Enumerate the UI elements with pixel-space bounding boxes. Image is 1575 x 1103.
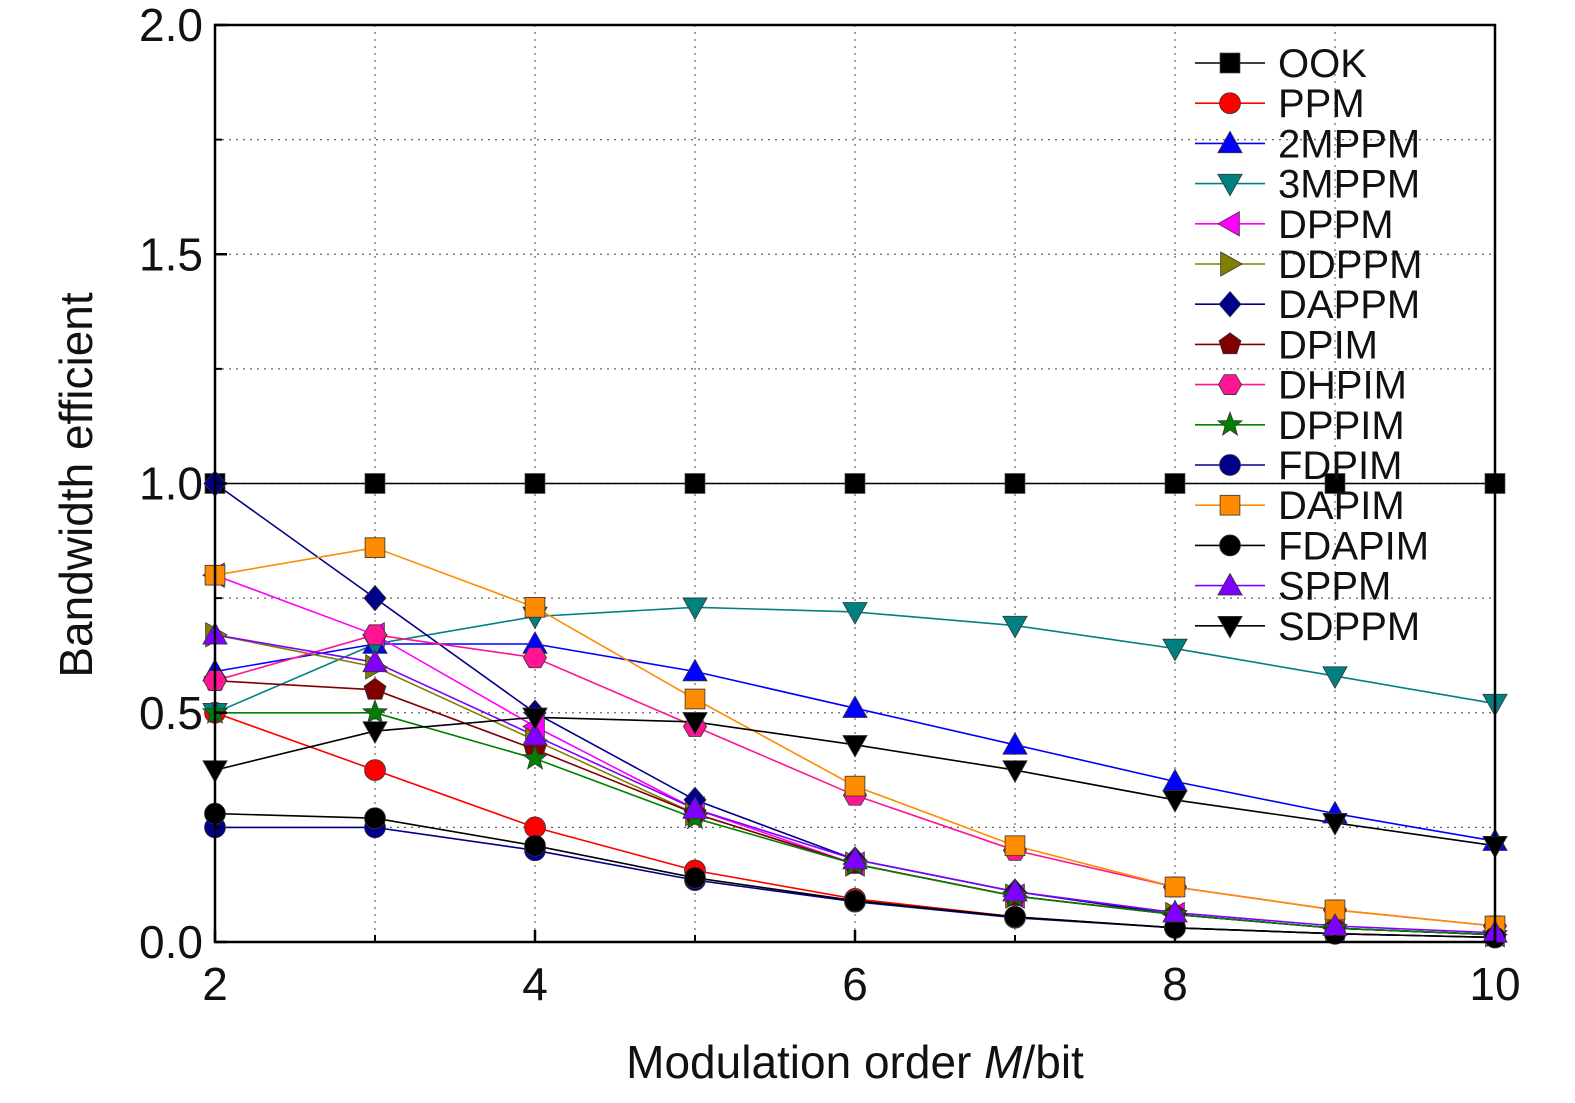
data-point-3mppm bbox=[1162, 638, 1188, 662]
y-tick-label: 1.0 bbox=[139, 458, 203, 510]
legend-marker-3mppm bbox=[1217, 173, 1243, 197]
data-point-2mppm bbox=[842, 695, 868, 718]
data-point-sppm bbox=[682, 796, 708, 819]
legend-marker-dapim bbox=[1219, 494, 1241, 516]
axes bbox=[213, 23, 1497, 944]
data-point-sdppm bbox=[842, 735, 868, 758]
legend-label-dppim: DPPIM bbox=[1278, 404, 1405, 448]
data-point-dapim bbox=[364, 537, 386, 558]
data-point-fdapim bbox=[364, 807, 386, 830]
x-tick-label: 6 bbox=[842, 958, 868, 1010]
legend-label-dappm: DAPPM bbox=[1278, 283, 1420, 327]
data-point-sppm bbox=[1002, 878, 1028, 902]
data-point-sdppm bbox=[362, 721, 388, 745]
x-axis-title-prefix: Modulation order bbox=[626, 1036, 984, 1088]
legend-label-fdapim: FDAPIM bbox=[1278, 524, 1429, 568]
legend: OOKPPM2MPPM3MPPMDPPMDDPPMDAPPMDPIMDHPIMD… bbox=[1195, 42, 1429, 649]
legend-marker-fdapim bbox=[1219, 534, 1241, 557]
data-point-ppm bbox=[364, 759, 386, 781]
x-axis-title-italic: M bbox=[984, 1036, 1023, 1088]
x-tick-label: 2 bbox=[202, 958, 228, 1010]
legend-label-3mppm: 3MPPM bbox=[1278, 163, 1420, 207]
data-point-3mppm bbox=[682, 597, 708, 621]
legend-label-dppm: DPPM bbox=[1278, 203, 1394, 247]
data-point-sppm bbox=[842, 846, 868, 870]
data-point-ook bbox=[364, 473, 386, 494]
tick-labels: 2 4 6 8 10 0.0 0.5 1.0 1.5 2.0 bbox=[139, 0, 1521, 1010]
legend-label-dhpim: DHPIM bbox=[1278, 364, 1407, 408]
data-point-ook bbox=[684, 473, 706, 494]
legend-label-ppm: PPM bbox=[1278, 82, 1365, 126]
x-tick-label: 4 bbox=[522, 958, 548, 1010]
data-point-fdapim bbox=[524, 834, 546, 857]
data-point-ppm bbox=[524, 816, 546, 839]
legend-marker-ook bbox=[1219, 52, 1241, 74]
data-point-dhpim bbox=[522, 647, 548, 669]
legend-label-ook: OOK bbox=[1278, 42, 1367, 86]
data-point-sdppm bbox=[682, 712, 708, 735]
data-point-ook bbox=[844, 473, 866, 494]
data-point-dppim bbox=[361, 698, 389, 724]
x-axis-title-suffix: /bit bbox=[1022, 1036, 1084, 1088]
data-point-sppm bbox=[1162, 899, 1188, 923]
legend-label-dapim: DAPIM bbox=[1278, 484, 1405, 528]
data-point-sdppm bbox=[1002, 760, 1028, 783]
data-point-sdppm bbox=[522, 707, 548, 731]
y-tick-label: 0.0 bbox=[139, 916, 203, 968]
legend-marker-ddppm bbox=[1220, 251, 1243, 277]
data-point-2mppm bbox=[682, 658, 708, 682]
data-point-dppim bbox=[521, 744, 549, 770]
data-point-ook bbox=[1164, 473, 1186, 494]
legend-marker-ppm bbox=[1219, 92, 1241, 115]
legend-label-ddppm: DDPPM bbox=[1278, 243, 1422, 287]
data-point-ook bbox=[524, 473, 546, 494]
data-point-fdapim bbox=[684, 866, 706, 889]
legend-marker-dhpim bbox=[1217, 374, 1243, 396]
x-tick-label: 10 bbox=[1469, 958, 1520, 1010]
data-point-dappm bbox=[363, 584, 387, 612]
legend-marker-fdpim bbox=[1219, 454, 1241, 476]
data-point-sdppm bbox=[1162, 790, 1188, 813]
y-tick-label: 1.5 bbox=[139, 228, 203, 280]
data-point-dhpim bbox=[362, 624, 388, 646]
legend-marker-dppm bbox=[1217, 211, 1240, 237]
data-point-sppm bbox=[522, 722, 548, 746]
legend-marker-sdppm bbox=[1217, 616, 1243, 639]
y-tick-label: 0.5 bbox=[139, 687, 203, 739]
data-point-ook bbox=[1004, 473, 1026, 494]
data-point-fdapim bbox=[1004, 905, 1026, 928]
y-tick-label: 2.0 bbox=[139, 0, 203, 51]
y-axis-title: Bandwidth efficient bbox=[50, 292, 102, 678]
legend-marker-dappm bbox=[1218, 290, 1242, 318]
data-point-2mppm bbox=[1002, 731, 1028, 755]
data-point-3mppm bbox=[1322, 666, 1348, 689]
legend-marker-2mppm bbox=[1217, 130, 1243, 154]
data-point-dapim bbox=[524, 596, 546, 618]
legend-label-2mppm: 2MPPM bbox=[1278, 122, 1420, 166]
data-point-dapim bbox=[684, 688, 706, 710]
legend-marker-dppim bbox=[1216, 410, 1244, 436]
data-point-sdppm bbox=[1322, 813, 1348, 836]
data-point-ook bbox=[1324, 473, 1346, 494]
data-point-dapim bbox=[844, 775, 866, 797]
legend-marker-sppm bbox=[1217, 572, 1243, 596]
legend-marker-dpim bbox=[1218, 332, 1242, 355]
legend-label-dpim: DPIM bbox=[1278, 323, 1378, 367]
data-point-sppm bbox=[362, 649, 388, 673]
legend-label-sppm: SPPM bbox=[1278, 565, 1391, 609]
data-point-3mppm bbox=[842, 602, 868, 625]
data-point-dapim bbox=[1164, 876, 1186, 898]
legend-label-sdppm: SDPPM bbox=[1278, 605, 1420, 649]
data-point-3mppm bbox=[1002, 615, 1028, 639]
data-point-dapim bbox=[1004, 835, 1026, 857]
data-point-fdapim bbox=[844, 889, 866, 912]
legend-label-fdpim: FDPIM bbox=[1278, 444, 1402, 488]
x-axis-title: Modulation order M/bit bbox=[626, 1036, 1084, 1088]
x-tick-label: 8 bbox=[1162, 958, 1188, 1010]
